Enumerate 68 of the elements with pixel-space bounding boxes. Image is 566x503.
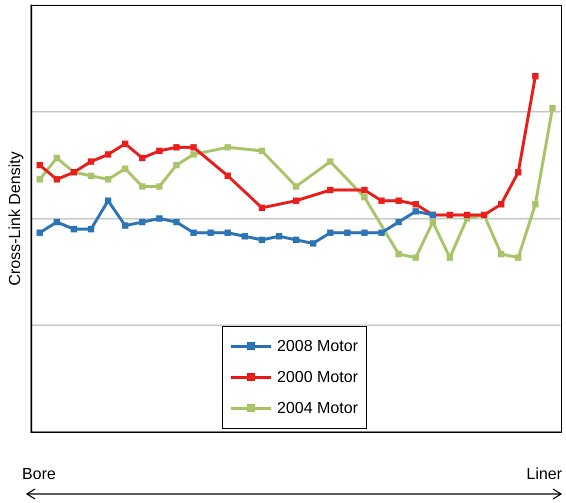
point bbox=[276, 233, 282, 240]
point bbox=[156, 183, 163, 190]
text: Liner bbox=[526, 466, 562, 484]
point bbox=[122, 222, 128, 229]
point bbox=[532, 201, 539, 208]
point bbox=[258, 236, 266, 244]
point bbox=[173, 144, 180, 151]
point bbox=[292, 183, 300, 190]
text: Bore bbox=[22, 466, 56, 484]
point bbox=[224, 230, 231, 236]
point bbox=[156, 215, 163, 222]
point bbox=[224, 144, 231, 151]
point bbox=[430, 218, 436, 226]
point bbox=[104, 176, 112, 183]
point bbox=[446, 212, 454, 218]
point bbox=[224, 172, 231, 179]
point bbox=[327, 230, 334, 236]
point bbox=[327, 186, 334, 194]
legend-label: 2004 Motor bbox=[277, 400, 358, 418]
point bbox=[36, 230, 43, 236]
point bbox=[395, 198, 402, 204]
point bbox=[258, 204, 266, 212]
point bbox=[258, 148, 266, 154]
point bbox=[139, 183, 146, 190]
legend-label: 2000 Motor bbox=[277, 368, 358, 386]
point bbox=[361, 230, 368, 236]
point bbox=[344, 230, 351, 236]
point bbox=[242, 233, 248, 240]
point bbox=[532, 72, 539, 80]
point bbox=[498, 250, 504, 258]
point bbox=[190, 230, 197, 236]
point bbox=[292, 236, 300, 244]
point bbox=[395, 250, 402, 258]
point bbox=[104, 198, 112, 204]
point bbox=[412, 254, 419, 261]
point bbox=[515, 254, 522, 261]
point bbox=[361, 194, 368, 200]
point bbox=[292, 198, 300, 204]
point bbox=[36, 176, 43, 183]
point bbox=[88, 226, 94, 232]
legend-label: 2008 Motor bbox=[277, 338, 358, 356]
point bbox=[498, 201, 504, 208]
point bbox=[104, 151, 112, 158]
point bbox=[54, 218, 60, 226]
y-axis-title: Cross-Link Density bbox=[7, 151, 24, 286]
point bbox=[378, 230, 385, 236]
point bbox=[88, 172, 94, 179]
point bbox=[412, 201, 419, 208]
point bbox=[156, 148, 163, 154]
point bbox=[54, 176, 60, 183]
point bbox=[207, 230, 214, 236]
point bbox=[70, 226, 78, 232]
point bbox=[190, 144, 197, 151]
point bbox=[412, 208, 419, 215]
point bbox=[36, 162, 43, 168]
point bbox=[378, 198, 385, 204]
point bbox=[139, 218, 146, 226]
point bbox=[173, 162, 180, 168]
point bbox=[122, 166, 128, 172]
point bbox=[395, 218, 402, 226]
point bbox=[549, 105, 556, 112]
point bbox=[327, 158, 334, 165]
point bbox=[515, 169, 522, 176]
point bbox=[310, 240, 316, 247]
point bbox=[122, 140, 128, 147]
point bbox=[446, 254, 454, 261]
point bbox=[54, 154, 60, 162]
point bbox=[139, 154, 146, 162]
